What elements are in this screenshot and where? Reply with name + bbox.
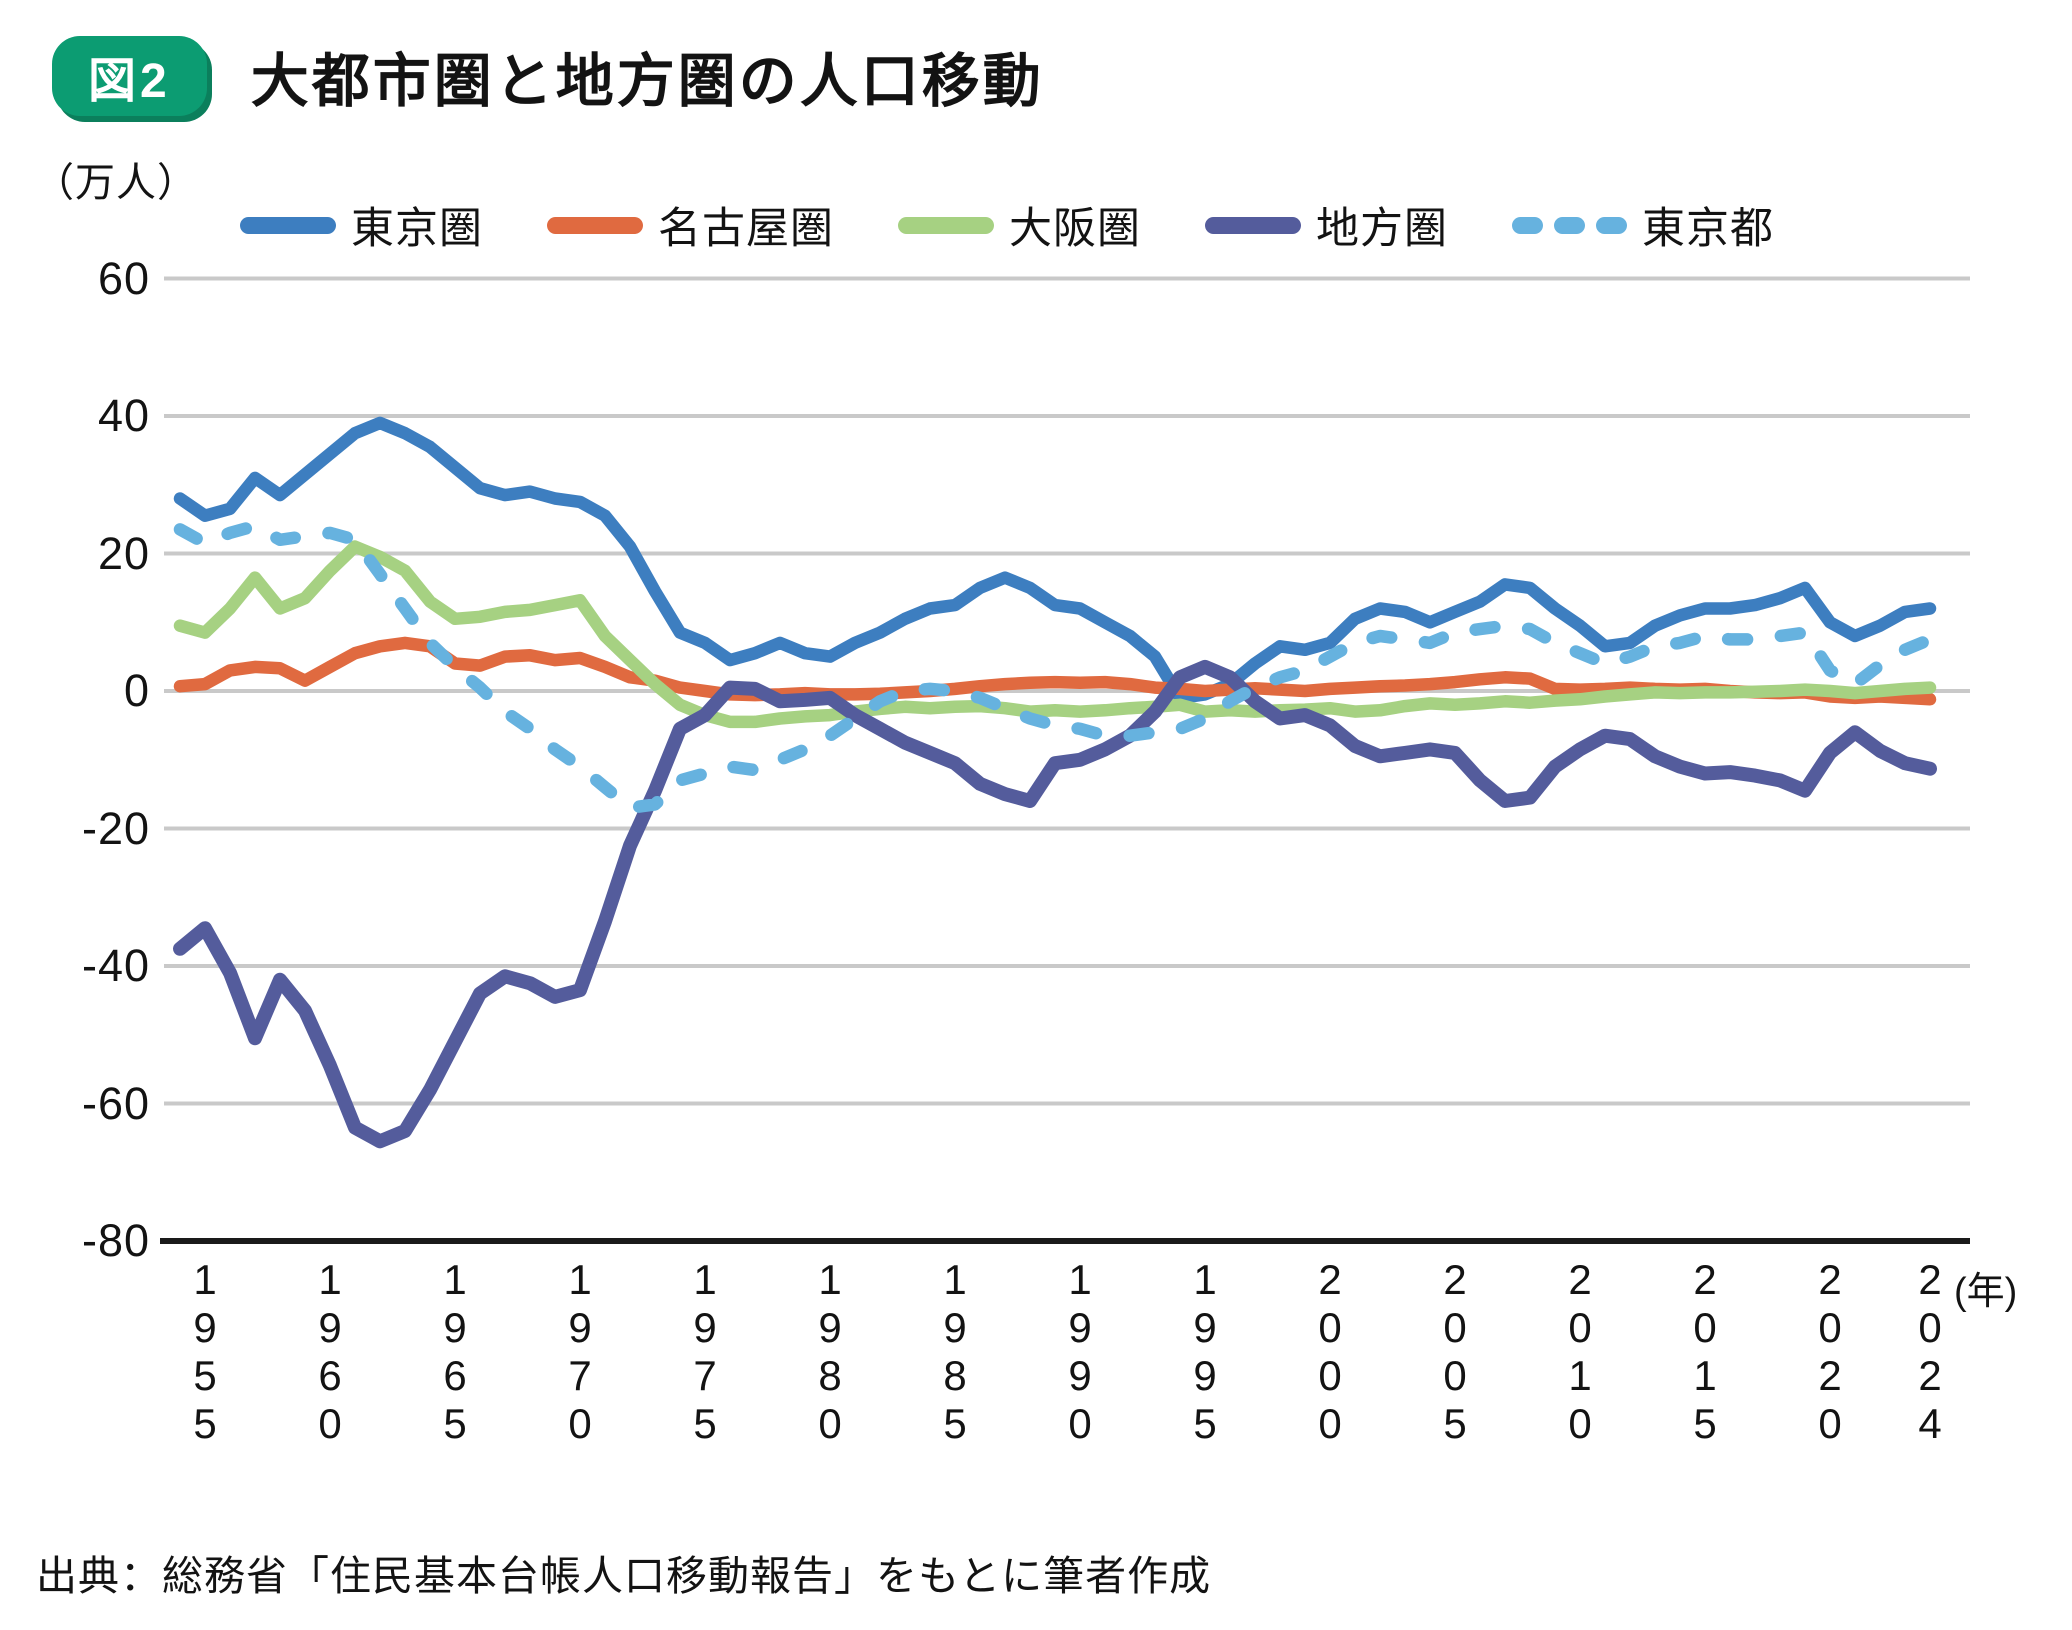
legend-line-swatch — [240, 216, 336, 234]
figure-number-badge: 図2 — [52, 36, 207, 116]
legend-item: 地方圏 — [1205, 194, 1448, 256]
legend-item: 東京都 — [1512, 194, 1774, 256]
legend-item: 東京圏 — [240, 194, 483, 256]
series-line-5 — [173, 519, 1937, 815]
x-tick-label: 1 9 5 5 — [193, 1256, 217, 1447]
x-tick-label: 2 0 0 0 — [1318, 1256, 1342, 1447]
page-title: 大都市圏と地方圏の人口移動 — [250, 49, 1044, 114]
x-tick-label: 1 9 6 0 — [318, 1256, 342, 1447]
legend-dashed-line-swatch — [1512, 216, 1627, 234]
x-tick-label: 2 0 0 5 — [1443, 1256, 1467, 1447]
series-line-1 — [173, 416, 1937, 705]
x-tick-label: 1 9 9 0 — [1068, 1256, 1092, 1447]
x-tick-label: 2 0 2 4 — [1918, 1256, 1942, 1447]
legend-label: 東京都 — [1642, 205, 1774, 253]
x-tick-label: 1 9 7 5 — [693, 1256, 717, 1447]
y-tick-label: 60 — [97, 252, 150, 304]
y-tick-label: 0 — [123, 665, 150, 716]
y-axis-unit-label: （万人） — [34, 161, 198, 205]
y-tick-label: -60 — [81, 1077, 150, 1129]
x-tick-label: 1 9 7 0 — [568, 1256, 592, 1447]
x-tick-label: 2 0 2 0 — [1818, 1256, 1842, 1447]
figure-header: 図2 大都市圏と地方圏の人口移動 — [52, 34, 1044, 118]
legend-item: 名古屋圏 — [547, 194, 834, 256]
series-line-3 — [173, 540, 1937, 729]
legend: 東京圏 名古屋圏 大阪圏 地方圏 東京都 — [240, 196, 1774, 254]
legend-label: 名古屋圏 — [658, 205, 834, 253]
y-tick-label: -80 — [81, 1215, 150, 1266]
y-tick-label: -40 — [81, 940, 150, 991]
x-tick-label: 2 0 1 5 — [1693, 1256, 1717, 1447]
legend-line-swatch — [547, 216, 643, 234]
y-tick-label: -20 — [81, 802, 150, 854]
x-tick-label: 1 9 9 5 — [1193, 1256, 1217, 1447]
legend-label: 地方圏 — [1316, 205, 1448, 253]
x-axis-unit-label: (年) — [1954, 1271, 2018, 1313]
legend-label: 大阪圏 — [1009, 205, 1141, 253]
legend-label: 東京圏 — [351, 205, 483, 253]
legend-item: 大阪圏 — [898, 194, 1141, 256]
x-tick-label: 1 9 6 5 — [443, 1256, 467, 1447]
x-tick-label: 1 9 8 5 — [943, 1256, 967, 1447]
source-note: 出典：総務省「住民基本台帳人口移動報告」をもとに筆者作成 — [36, 1553, 1212, 1599]
series-line-4 — [173, 659, 1937, 1149]
legend-line-swatch — [898, 216, 994, 234]
x-tick-label: 1 9 8 0 — [818, 1256, 842, 1447]
y-tick-label: 20 — [97, 527, 150, 579]
y-tick-label: 40 — [97, 390, 150, 441]
legend-line-swatch — [1205, 216, 1301, 234]
x-tick-label: 2 0 1 0 — [1568, 1256, 1592, 1447]
